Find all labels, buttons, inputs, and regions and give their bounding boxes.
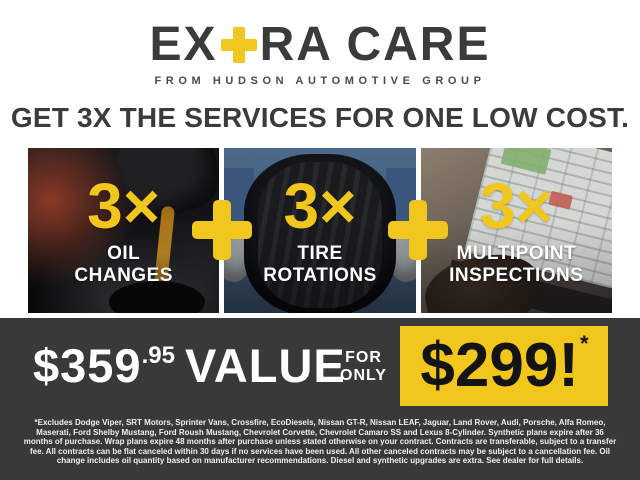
brand-logo: EX RA CARE [0,18,640,71]
plus-icon [192,200,252,260]
for-only-line1: FOR [345,349,382,366]
value-word: VALUE [184,339,346,392]
service-label-line1: TIRE [297,243,343,265]
for-only-label: FOR ONLY [340,349,387,386]
service-label: TIRE ROTATIONS [263,243,377,288]
brand-tagline: FROM HUDSON AUTOMOTIVE GROUP [154,75,486,87]
service-caption: 3× MULTIPOINT INSPECTIONS [421,148,612,313]
service-label-line1: MULTIPOINT [456,243,577,265]
headline: GET 3X THE SERVICES FOR ONE LOW COST. [10,102,630,133]
service-caption: 3× TIRE ROTATIONS [224,148,415,313]
sale-price-box: $299! * [400,326,608,406]
service-label-line2: INSPECTIONS [449,265,584,287]
multiplier-3x: 3× [283,170,357,243]
plus-icon [388,200,448,260]
service-label: OIL CHANGES [74,243,173,288]
sale-price: $299! [420,331,579,400]
value-price-cents: .95 [141,342,175,369]
service-panel-tire-rotations: 3× TIRE ROTATIONS [224,148,416,313]
for-only-line2: ONLY [340,367,387,385]
multiplier-3x: 3× [479,170,553,243]
logo-text-right: RA CARE [259,18,491,71]
value-price: $359.95 VALUE [33,342,346,389]
services-strip: 3× OIL CHANGES 3× TIRE ROTATIONS [28,148,612,313]
logo-text-left: EX [149,18,218,71]
service-label-line2: CHANGES [74,265,173,287]
service-panel-oil-changes: 3× OIL CHANGES [28,148,220,313]
service-label: MULTIPOINT INSPECTIONS [449,243,583,288]
service-caption: 3× OIL CHANGES [28,148,219,313]
sale-price-asterisk: * [580,331,589,356]
service-label-line2: ROTATIONS [263,265,377,287]
disclaimer-text: *Excludes Dodge Viper, SRT Motors, Sprin… [23,418,617,466]
offer-band: $359.95 VALUE FOR ONLY $299! * *Excludes D… [0,318,640,480]
value-price-dollars: $359 [33,339,142,392]
plus-icon [221,27,257,63]
service-panel-multipoint-inspections: 3× MULTIPOINT INSPECTIONS [420,148,612,313]
service-label-line1: OIL [107,243,141,265]
multiplier-3x: 3× [87,170,161,243]
